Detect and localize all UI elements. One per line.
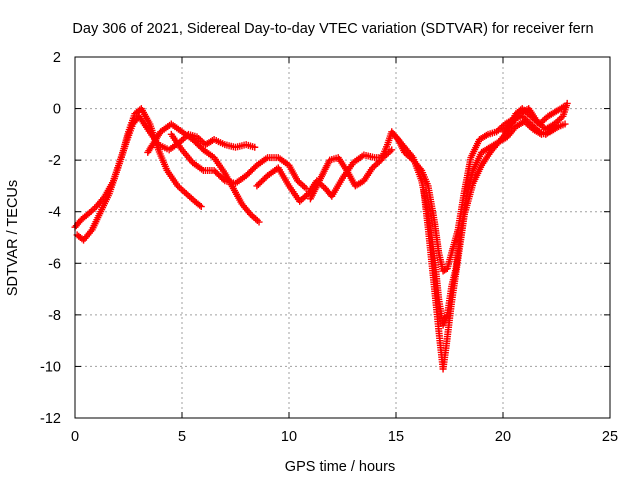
y-axis-ticks: -12 -10 -8 -6 -4 -2 0 2: [40, 50, 610, 427]
x-axis-ticks: 0 5 10 15 20 25: [71, 57, 618, 445]
data-point: [255, 218, 263, 226]
y-tick-label: -6: [48, 256, 61, 272]
data-point: [563, 99, 571, 107]
data-point: [561, 120, 569, 128]
y-tick-label: 0: [53, 102, 61, 118]
data-point: [197, 203, 205, 211]
series-track-9: [499, 99, 571, 136]
data-point: [251, 143, 259, 151]
data-point: [196, 201, 204, 209]
y-tick-label: 2: [53, 50, 61, 66]
y-axis-label: SDTVAR / TECUs: [5, 180, 21, 296]
y-tick-label: -2: [48, 153, 61, 169]
data-points: [71, 99, 571, 373]
y-tick-label: -10: [40, 359, 61, 375]
x-tick-label: 10: [281, 429, 297, 445]
series-track-7: [392, 117, 569, 329]
series-track-3: [144, 120, 263, 226]
data-point: [388, 146, 396, 154]
x-tick-label: 20: [495, 429, 511, 445]
x-axis-label: GPS time / hours: [285, 459, 395, 475]
x-tick-label: 25: [602, 429, 618, 445]
plot-frame: [74, 56, 611, 419]
y-tick-label: -4: [48, 205, 61, 221]
y-tick-label: -12: [40, 411, 61, 427]
series-track-4: [167, 130, 310, 193]
x-tick-label: 15: [388, 429, 404, 445]
x-tick-label: 0: [71, 429, 79, 445]
data-point: [219, 175, 227, 183]
series-track-8: [420, 102, 569, 373]
y-tick-label: -8: [48, 308, 61, 324]
series-track-1: [71, 105, 205, 231]
x-tick-label: 5: [178, 429, 186, 445]
chart-title: Day 306 of 2021, Sidereal Day-to-day VTE…: [72, 21, 593, 37]
